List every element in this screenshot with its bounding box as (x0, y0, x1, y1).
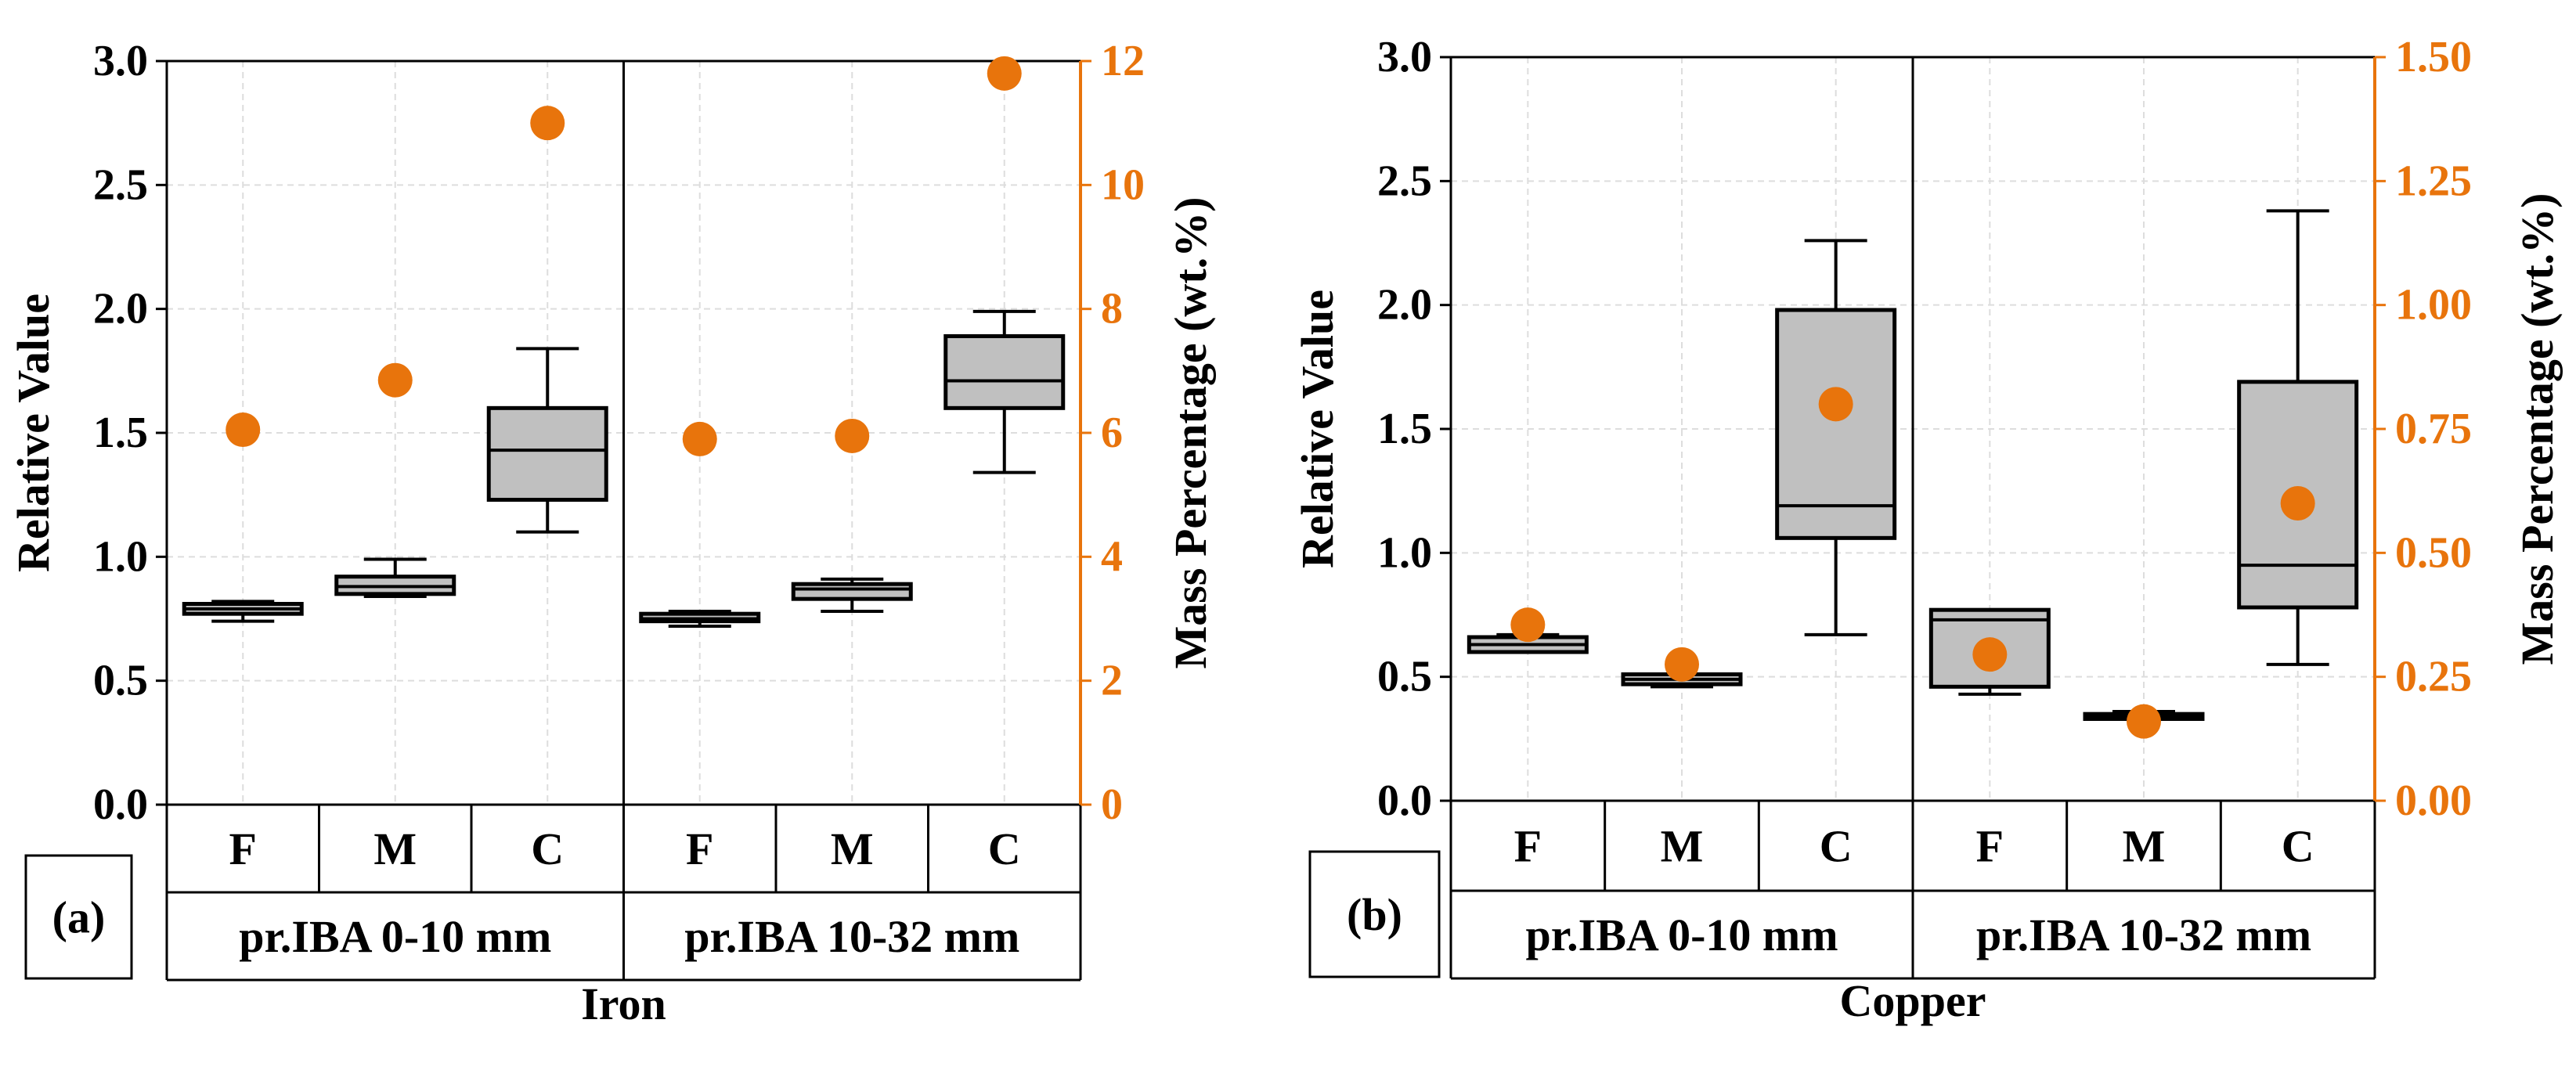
copper-right-tick-label: 0.25 (2395, 653, 2472, 701)
copper-panel-label: (b) (1347, 889, 1402, 940)
iron-box-C (486, 405, 608, 502)
copper-right-tick-label: 1.00 (2395, 281, 2472, 330)
copper-right-tick-label: 1.25 (2395, 157, 2472, 205)
iron-right-tick-label: 4 (1101, 532, 1123, 581)
iron-right-tick-label: 6 (1101, 409, 1123, 457)
iron-mass-percentage-point (225, 413, 261, 448)
copper-category-label: C (1820, 821, 1853, 872)
copper-mass-percentage-point (2127, 704, 2161, 739)
copper-mass-percentage-point (1818, 387, 1853, 422)
iron-right-axis-title: Mass Percentage (wt.%) (1165, 197, 1216, 669)
iron-left-tick-label: 0.5 (93, 657, 148, 705)
iron-panel-label-box (24, 854, 133, 980)
copper-category-label: C (2282, 821, 2314, 872)
copper-category-label: M (2123, 821, 2166, 872)
copper-mass-percentage-point (2280, 486, 2315, 521)
copper-right-axis-title: Mass Percentage (wt.%) (2512, 193, 2563, 665)
copper-mass-percentage-point (1510, 607, 1546, 643)
copper-left-tick-label: 3.0 (1377, 33, 1432, 81)
iron-right-tick-label: 0 (1101, 780, 1123, 829)
iron-group-label: pr.IBA 10-32 mm (684, 911, 1019, 962)
iron-right-tick-label: 8 (1101, 285, 1123, 333)
copper-mass-percentage-point (1665, 647, 1699, 682)
iron-left-axis-title: Relative Value (8, 294, 59, 572)
copper-left-tick-label: 0.0 (1377, 776, 1432, 825)
iron-mass-percentage-point (530, 106, 565, 141)
copper-left-tick-label: 1.0 (1377, 528, 1432, 577)
iron-category-label: F (229, 823, 257, 874)
iron-category-label: C (531, 823, 564, 874)
iron-left-tick-label: 2.0 (93, 285, 148, 333)
iron-left-tick-label: 0.0 (93, 780, 148, 829)
copper-element-label: Copper (1840, 975, 1986, 1026)
copper-box-C (1775, 308, 1897, 540)
iron-box-M (791, 582, 913, 601)
copper-left-tick-label: 2.5 (1377, 157, 1432, 205)
copper-right-tick-label: 0.50 (2395, 528, 2472, 577)
iron-mass-percentage-point (987, 56, 1022, 91)
copper-right-tick-label: 0.00 (2395, 776, 2472, 825)
iron-right-tick-label: 12 (1101, 37, 1145, 85)
iron-left-tick-label: 1.0 (93, 532, 148, 581)
copper-group-label: pr.IBA 10-32 mm (1976, 910, 2311, 960)
iron-category-label: C (988, 823, 1021, 874)
copper-right-tick-label: 1.50 (2395, 33, 2472, 81)
iron-panel-label: (a) (52, 892, 106, 943)
iron-category-label: M (373, 823, 417, 874)
copper-left-tick-label: 0.5 (1377, 653, 1432, 701)
iron-left-tick-label: 2.5 (93, 160, 148, 209)
copper-left-axis-title: Relative Value (1292, 290, 1343, 568)
iron-element-label: Iron (581, 978, 666, 1029)
iron-right-tick-label: 2 (1101, 657, 1123, 705)
copper-group-label: pr.IBA 0-10 mm (1525, 910, 1838, 960)
copper-category-label: M (1661, 821, 1704, 872)
copper-left-tick-label: 1.5 (1377, 405, 1432, 453)
iron-mass-percentage-point (835, 418, 870, 453)
copper-left-tick-label: 2.0 (1377, 281, 1432, 330)
iron-category-label: F (686, 823, 713, 874)
copper-right-tick-label: 0.75 (2395, 405, 2472, 453)
iron-mass-percentage-point (377, 362, 413, 398)
copper-mass-percentage-point (1972, 637, 2008, 672)
iron-mass-percentage-point (682, 421, 717, 456)
iron-category-label: M (831, 823, 874, 874)
copper-box-F (1928, 607, 2051, 689)
iron-left-tick-label: 1.5 (93, 409, 148, 457)
copper-category-label: F (1976, 821, 2004, 872)
iron-left-tick-label: 3.0 (93, 37, 148, 85)
copper-category-label: F (1514, 821, 1542, 872)
copper-panel-label-box (1308, 850, 1441, 978)
iron-right-tick-label: 10 (1101, 160, 1145, 209)
iron-group-label: pr.IBA 0-10 mm (239, 911, 551, 962)
iron-box-C (943, 334, 1066, 410)
